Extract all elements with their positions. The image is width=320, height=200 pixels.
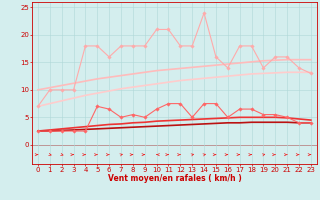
X-axis label: Vent moyen/en rafales ( km/h ): Vent moyen/en rafales ( km/h )	[108, 174, 241, 183]
